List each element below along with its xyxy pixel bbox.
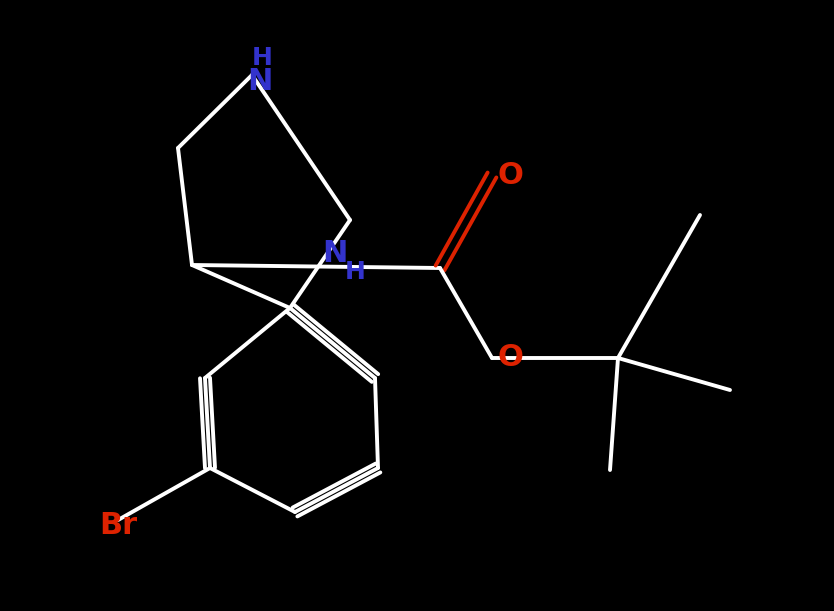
Text: N: N [322, 240, 348, 268]
Text: Br: Br [99, 511, 137, 540]
Text: O: O [497, 161, 523, 189]
Text: O: O [497, 343, 523, 373]
Text: H: H [252, 46, 273, 70]
Text: H: H [344, 260, 365, 284]
Text: N: N [248, 67, 273, 97]
